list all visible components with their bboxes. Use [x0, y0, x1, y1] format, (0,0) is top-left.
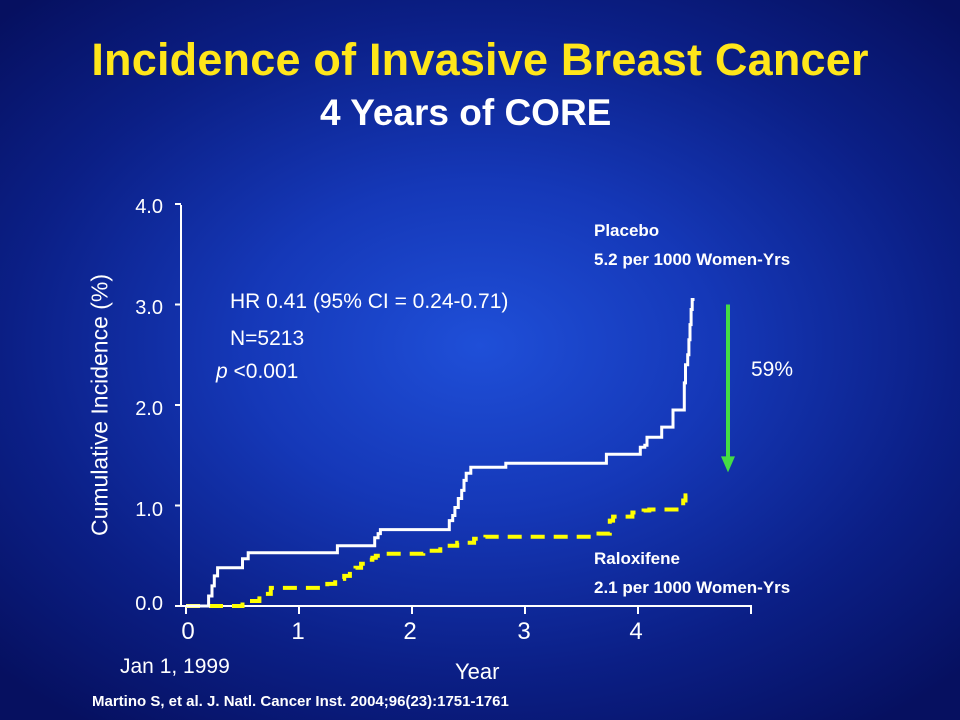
p-value-symbol: p	[216, 360, 228, 383]
y-tick-label: 0.0	[135, 593, 163, 615]
x-tick-label: 2	[403, 618, 417, 645]
risk-reduction-arrow-head	[721, 456, 735, 473]
y-tick-label: 2.0	[135, 398, 163, 420]
chart-title: Incidence of Invasive Breast Cancer	[91, 34, 869, 85]
hazard-ratio-annotation: HR 0.41 (95% CI = 0.24-0.71)	[230, 290, 509, 313]
y-tick-label: 4.0	[135, 196, 163, 218]
x-tick-label: 0	[181, 618, 195, 645]
citation: Martino S, et al. J. Natl. Cancer Inst. …	[92, 693, 509, 710]
x-axis-start-label: Jan 1, 1999	[120, 655, 230, 678]
p-value-text: <0.001	[227, 360, 299, 383]
raloxifene-label: Raloxifene	[594, 549, 680, 568]
y-tick-label: 1.0	[135, 499, 163, 521]
x-tick-marks	[185, 606, 752, 614]
chart-subtitle: 4 Years of CORE	[320, 92, 612, 133]
x-tick-label: 4	[629, 618, 643, 645]
x-tick-label: 1	[291, 618, 305, 645]
y-tick-label: 3.0	[135, 297, 163, 319]
sample-size-annotation: N=5213	[230, 327, 305, 350]
x-axis-label: Year	[455, 659, 500, 684]
raloxifene-rate: 2.1 per 1000 Women-Yrs	[594, 578, 791, 597]
risk-reduction-label: 59%	[751, 358, 794, 381]
placebo-rate: 5.2 per 1000 Women-Yrs	[594, 250, 791, 269]
placebo-label: Placebo	[594, 221, 660, 240]
x-tick-label: 3	[517, 618, 531, 645]
raloxifene-series-line	[186, 493, 695, 608]
y-tick-marks	[175, 203, 181, 607]
p-value-annotation: p <0.001	[216, 360, 298, 384]
placebo-series-line	[186, 298, 695, 608]
